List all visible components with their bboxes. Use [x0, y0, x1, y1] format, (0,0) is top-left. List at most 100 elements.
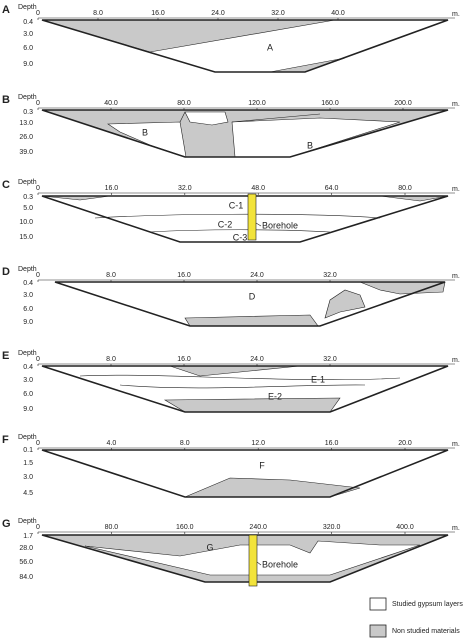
- unit-label: m.: [452, 273, 460, 280]
- non-studied: [163, 397, 341, 413]
- x-tick-label: 24.0: [211, 10, 225, 17]
- depth-tick-label: 3.0: [23, 474, 33, 481]
- panel-letter: C: [2, 179, 10, 191]
- x-tick-label: 12.0: [251, 440, 265, 447]
- depth-tick-label: 15.0: [19, 234, 33, 241]
- x-tick-label: 16.0: [105, 185, 119, 192]
- depth-tick-label: 9.0: [23, 61, 33, 68]
- depth-tick-label: 3.0: [23, 31, 33, 38]
- depth-tick-label: 4.5: [23, 490, 33, 497]
- x-tick-label: 120.0: [248, 100, 266, 107]
- depth-label: Depth: [18, 179, 37, 186]
- depth-tick-label: 9.0: [23, 406, 33, 413]
- x-tick-label: 8.0: [180, 440, 190, 447]
- x-tick-label: 16.0: [177, 356, 191, 363]
- panel: E Depth m. 0 8.0 16.0 24.0 32.0 0.4 3.0 6.0 9.0 E-1 E…: [2, 350, 460, 413]
- region-label: E-2: [268, 391, 282, 401]
- x-tick-label: 16.0: [151, 10, 165, 17]
- legend-swatch: [369, 624, 387, 638]
- section: [42, 196, 448, 242]
- x-tick-label: 400.0: [396, 524, 414, 531]
- unit-label: m.: [452, 101, 460, 108]
- unit-label: m.: [452, 525, 460, 532]
- depth-label: Depth: [18, 434, 37, 441]
- x-tick-label: 200.0: [394, 100, 412, 107]
- depth-tick-label: 0.3: [23, 194, 33, 201]
- x-tick-label: 320.0: [323, 524, 341, 531]
- panel: F Depth m. 0 4.0 8.0 12.0 16.0 20.0 0.1 1.5 3.0 4.5 F: [2, 434, 460, 498]
- depth-tick-label: 1.5: [23, 460, 33, 467]
- x-tick-label: 16.0: [325, 440, 339, 447]
- depth-tick-label: 26.0: [19, 134, 33, 141]
- x-tick-label: 20.0: [398, 440, 412, 447]
- region-label: C-3: [233, 232, 248, 242]
- depth-tick-label: 5.0: [23, 205, 33, 212]
- depth-tick-label: 39.0: [19, 149, 33, 156]
- studied: [231, 117, 401, 158]
- legend-label: Non studied materials: [392, 628, 460, 635]
- x-tick-label: 80.0: [398, 185, 412, 192]
- layer-boundary: [231, 113, 321, 123]
- studied: [184, 111, 229, 126]
- depth-tick-label: 6.0: [23, 306, 33, 313]
- region-label: C-2: [218, 219, 233, 229]
- x-tick-label: 8.0: [106, 272, 116, 279]
- panel: B Depth m. 0 40.0 80.0 120.0 160.0 200.0 0.3 13.0 2…: [2, 94, 460, 158]
- region-label: D: [249, 291, 256, 301]
- section-outline: [41, 449, 449, 498]
- region-label: E-1: [311, 374, 325, 384]
- section: [42, 366, 448, 412]
- x-tick-label: 32.0: [323, 356, 337, 363]
- x-tick-label: 160.0: [176, 524, 194, 531]
- depth-tick-label: 3.0: [23, 377, 33, 384]
- section-outline: [54, 281, 446, 327]
- x-tick-label: 40.0: [104, 100, 118, 107]
- legend-swatch: [369, 597, 387, 611]
- panel-letter: B: [2, 94, 10, 106]
- x-tick-label: 4.0: [107, 440, 117, 447]
- borehole: [248, 534, 258, 587]
- non-studied: [324, 289, 366, 319]
- x-tick-label: 0: [36, 10, 40, 17]
- unit-label: m.: [452, 357, 460, 364]
- section: [42, 450, 448, 497]
- depth-label: Depth: [18, 350, 37, 357]
- unit-label: m.: [452, 186, 460, 193]
- layer-boundary: [179, 111, 186, 123]
- x-tick-label: 0: [36, 185, 40, 192]
- section-outline: [41, 195, 449, 243]
- x-tick-label: 8.0: [93, 10, 103, 17]
- region-label: C-1: [229, 200, 244, 210]
- borehole: [247, 193, 257, 241]
- x-tick-label: 0: [36, 524, 40, 531]
- depth-label: Depth: [18, 4, 37, 11]
- panel-letter: E: [2, 350, 9, 362]
- layer-boundary: [79, 374, 401, 381]
- depth-tick-label: 84.0: [19, 574, 33, 581]
- depth-label: Depth: [18, 266, 37, 273]
- depth-tick-label: 0.4: [23, 280, 33, 287]
- region-label: B: [307, 140, 313, 150]
- panel-letter: G: [2, 518, 11, 530]
- depth-tick-label: 1.7: [23, 533, 33, 540]
- depth-tick-label: 0.4: [23, 364, 33, 371]
- layer-boundary: [119, 384, 366, 389]
- section-outline: [41, 109, 449, 158]
- depth-tick-label: 9.0: [23, 319, 33, 326]
- depth-label: Depth: [18, 518, 37, 525]
- section-outline: [41, 19, 449, 73]
- section-outline: [41, 365, 449, 413]
- region-label: G: [206, 542, 213, 552]
- region-label: A: [267, 42, 273, 52]
- panel-letter: D: [2, 266, 10, 278]
- panel: G Depth m. 0 80.0 160.0 240.0 320.0 400.0 1.7 28.0…: [2, 518, 460, 587]
- x-tick-label: 32.0: [178, 185, 192, 192]
- layer-boundary: [94, 213, 381, 219]
- depth-tick-label: 10.0: [19, 219, 33, 226]
- section-outline: [41, 534, 449, 583]
- region-label: Borehole: [262, 220, 298, 230]
- panel: C Depth m. 0 16.0 32.0 48.0 64.0 80.0 0.3 5.0 10.0 1…: [2, 179, 460, 243]
- x-tick-label: 16.0: [177, 272, 191, 279]
- x-tick-label: 8.0: [106, 356, 116, 363]
- panel: D Depth m. 0 8.0 16.0 24.0 32.0 0.4 3.0 6.0 9.0 D: [2, 266, 460, 327]
